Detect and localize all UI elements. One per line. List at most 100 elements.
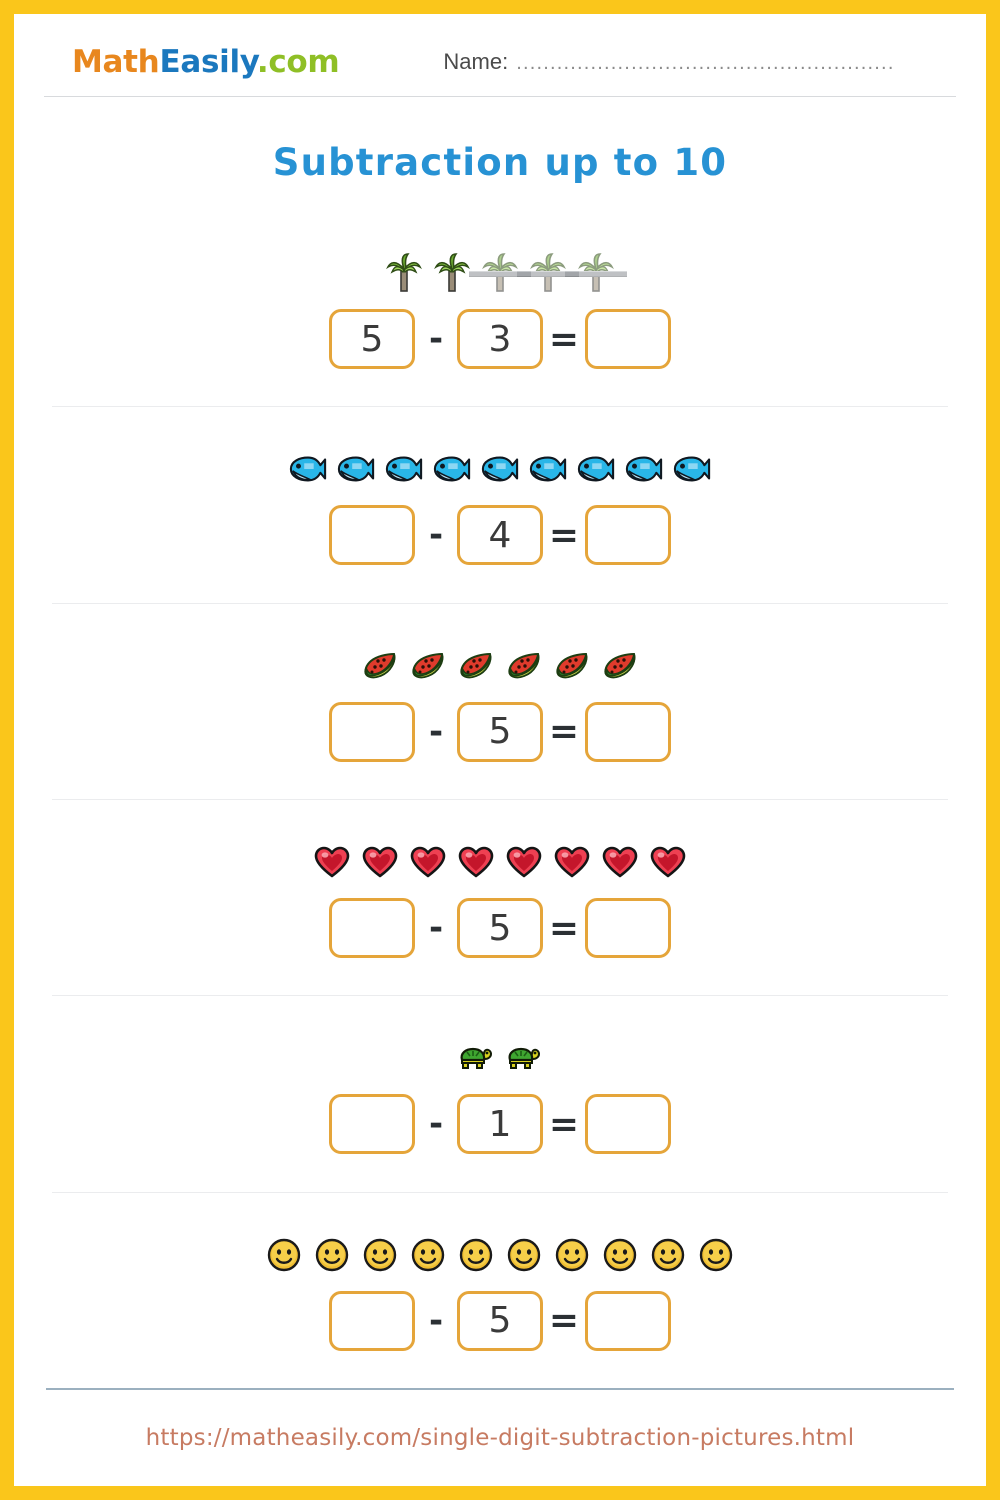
site-logo[interactable]: MathEasily.com xyxy=(72,44,340,80)
fish-icon xyxy=(577,450,615,488)
minus-sign: - xyxy=(428,711,444,752)
smiley-face-icon xyxy=(505,1236,543,1274)
answer-box[interactable] xyxy=(585,505,671,566)
equation: -5 = xyxy=(329,1290,671,1351)
subtrahend-box[interactable]: 3 xyxy=(457,309,543,370)
equals-sign: = xyxy=(548,711,580,753)
worksheet-header: MathEasily.com Name: ...................… xyxy=(42,14,958,96)
problem-row: -1 = xyxy=(42,995,958,1191)
subtrahend-box[interactable]: 5 xyxy=(457,1290,543,1351)
logo-part-com: .com xyxy=(256,44,340,80)
footer-divider xyxy=(46,1388,954,1390)
problem-row: 5-3 = xyxy=(42,210,958,406)
footer-url[interactable]: https://matheasily.com/single-digit-subt… xyxy=(145,1425,855,1451)
equals-sign: = xyxy=(548,514,580,556)
equation: -4 = xyxy=(329,505,671,566)
heart-icon xyxy=(313,843,351,881)
minuend-box[interactable] xyxy=(329,1094,415,1155)
minuend-box[interactable] xyxy=(329,701,415,762)
picture-strip xyxy=(385,247,627,299)
picture-strip xyxy=(265,1229,735,1281)
watermelon-icon xyxy=(457,647,495,685)
smiley-face-icon xyxy=(313,1236,351,1274)
equation: -1 = xyxy=(329,1094,671,1155)
minus-sign: - xyxy=(428,1300,444,1341)
heart-icon xyxy=(409,843,447,881)
answer-box[interactable] xyxy=(585,898,671,959)
equals-sign: = xyxy=(548,318,580,360)
header-divider xyxy=(44,96,956,97)
answer-box[interactable] xyxy=(585,701,671,762)
smiley-face-icon xyxy=(265,1236,303,1274)
turtle-icon xyxy=(505,1039,543,1077)
heart-icon xyxy=(649,843,687,881)
turtle-icon xyxy=(457,1039,495,1077)
palm-tree-icon xyxy=(433,253,471,292)
answer-box[interactable] xyxy=(585,1290,671,1351)
fish-icon xyxy=(433,450,471,488)
problem-row: -5 = xyxy=(42,602,958,799)
name-field[interactable]: Name: ..................................… xyxy=(443,49,936,75)
answer-box[interactable] xyxy=(585,1094,671,1155)
fish-icon xyxy=(289,450,327,488)
fish-icon xyxy=(337,450,375,488)
equation: -5 = xyxy=(329,701,671,762)
equation: -5 = xyxy=(329,898,671,959)
heart-icon xyxy=(601,843,639,881)
picture-strip xyxy=(289,443,711,495)
minus-sign: - xyxy=(428,908,444,949)
smiley-face-icon xyxy=(361,1236,399,1274)
smiley-face-icon xyxy=(457,1236,495,1274)
fish-icon xyxy=(625,450,663,488)
logo-part-math: Math xyxy=(72,44,160,80)
heart-icon xyxy=(361,843,399,881)
page-title: Subtraction up to 10 xyxy=(272,141,728,184)
minus-sign: - xyxy=(428,515,444,556)
fish-icon xyxy=(385,450,423,488)
fish-icon xyxy=(673,450,711,488)
smiley-face-icon xyxy=(409,1236,447,1274)
logo-part-easily: Easily xyxy=(159,44,257,80)
problem-row: -4 = xyxy=(42,406,958,602)
watermelon-icon xyxy=(505,647,543,685)
equation: 5-3 = xyxy=(329,309,671,370)
subtrahend-box[interactable]: 5 xyxy=(457,898,543,959)
equals-sign: = xyxy=(548,1300,580,1342)
subtrahend-box[interactable]: 1 xyxy=(457,1094,543,1155)
minuend-box[interactable] xyxy=(329,505,415,566)
minuend-box[interactable] xyxy=(329,1290,415,1351)
smiley-face-icon xyxy=(649,1236,687,1274)
minus-sign: - xyxy=(428,1104,444,1145)
smiley-face-icon xyxy=(697,1236,735,1274)
minuend-box[interactable]: 5 xyxy=(329,309,415,370)
palm-tree-icon xyxy=(469,253,531,292)
smiley-face-icon xyxy=(553,1236,591,1274)
heart-icon xyxy=(553,843,591,881)
problem-row: -5 = xyxy=(42,1191,958,1388)
heart-icon xyxy=(505,843,543,881)
problem-list: 5-3 = xyxy=(42,202,958,1388)
heart-icon xyxy=(457,843,495,881)
problem-row: -5 = xyxy=(42,798,958,995)
name-label: Name: xyxy=(443,49,509,74)
palm-tree-icon xyxy=(517,253,579,292)
answer-box[interactable] xyxy=(585,309,671,370)
watermelon-icon xyxy=(361,647,399,685)
equals-sign: = xyxy=(548,1103,580,1145)
picture-strip xyxy=(457,1032,543,1084)
minus-sign: - xyxy=(428,319,444,360)
minuend-box[interactable] xyxy=(329,898,415,959)
smiley-face-icon xyxy=(601,1236,639,1274)
worksheet-page: MathEasily.com Name: ...................… xyxy=(14,14,986,1486)
name-input-line[interactable]: ........................................… xyxy=(516,52,895,74)
watermelon-icon xyxy=(601,647,639,685)
subtrahend-box[interactable]: 5 xyxy=(457,701,543,762)
subtrahend-box[interactable]: 4 xyxy=(457,505,543,566)
worksheet-footer: https://matheasily.com/single-digit-subt… xyxy=(42,1390,958,1486)
picture-strip xyxy=(361,640,639,692)
picture-strip xyxy=(313,836,687,888)
palm-tree-icon xyxy=(565,253,627,292)
palm-tree-icon xyxy=(385,253,423,292)
fish-icon xyxy=(481,450,519,488)
